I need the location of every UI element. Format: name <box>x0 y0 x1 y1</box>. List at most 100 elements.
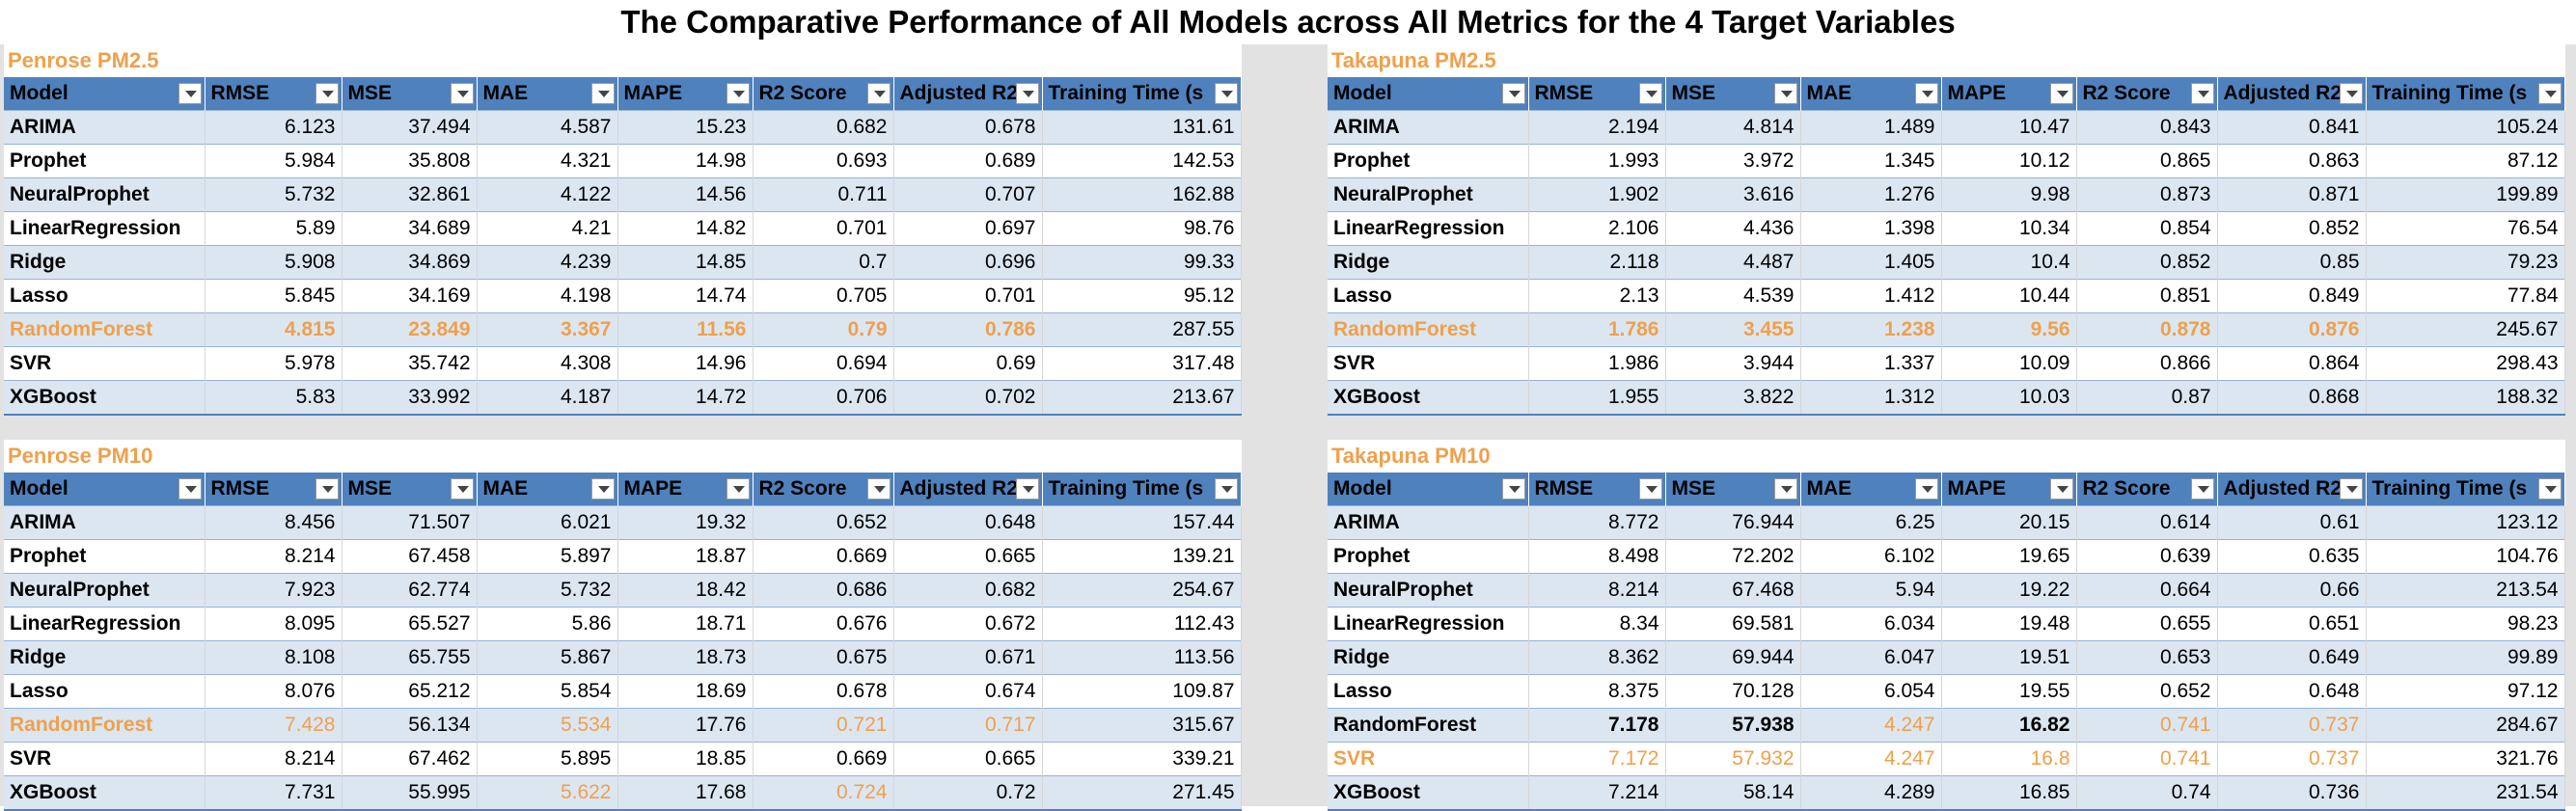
metric-value-cell: 0.737 <box>2217 742 2367 776</box>
table-row: SVR 1.986 3.944 1.337 10.09 0.866 0.864 298.43 <box>1328 346 2565 381</box>
metric-value-cell: 2.106 <box>1528 211 1666 246</box>
filter-dropdown-icon[interactable] <box>726 83 750 104</box>
metric-value-cell: 0.843 <box>2076 110 2218 145</box>
metric-value-cell: 1.902 <box>1528 177 1666 212</box>
filter-dropdown-icon[interactable] <box>315 83 339 104</box>
filter-dropdown-icon[interactable] <box>178 83 202 104</box>
column-header[interactable]: R2 Score <box>753 473 894 506</box>
column-header[interactable]: Model <box>4 77 206 111</box>
filter-dropdown-icon[interactable] <box>590 478 615 500</box>
table-row: ARIMA 2.194 4.814 1.489 10.47 0.843 0.841 105.2… <box>1328 110 2565 145</box>
metric-value-cell: 6.047 <box>1800 640 1942 675</box>
filter-dropdown-icon[interactable] <box>1638 478 1662 500</box>
column-header[interactable]: MAPE <box>617 77 754 111</box>
metric-value-cell: 4.487 <box>1665 245 1801 280</box>
filter-dropdown-icon[interactable] <box>1914 478 1938 500</box>
column-header[interactable]: Training Time (s <box>1042 473 1242 506</box>
metric-value-cell: 254.67 <box>1042 573 1242 608</box>
metric-value-cell: 8.498 <box>1528 539 1666 574</box>
column-header[interactable]: Adjusted R2 <box>893 473 1043 506</box>
column-header[interactable]: MAE <box>1800 473 1942 506</box>
metric-value-cell: 4.539 <box>1665 279 1801 313</box>
metric-value-cell: 7.178 <box>1528 708 1666 743</box>
column-header-label: Model <box>1333 82 1392 104</box>
column-header[interactable]: RMSE <box>205 77 343 111</box>
table-title: Takapuna PM10 <box>1328 440 2565 473</box>
column-header-label: Model <box>1333 477 1392 500</box>
table-title: Takapuna PM2.5 <box>1328 44 2565 77</box>
column-header[interactable]: MAPE <box>617 473 754 506</box>
filter-dropdown-icon[interactable] <box>2339 478 2363 500</box>
metric-value-cell: 4.198 <box>477 279 618 313</box>
metric-value-cell: 0.707 <box>893 177 1043 212</box>
filter-dropdown-icon[interactable] <box>866 83 891 104</box>
column-header[interactable]: MAE <box>477 473 618 506</box>
filter-dropdown-icon[interactable] <box>2339 83 2363 104</box>
filter-dropdown-icon[interactable] <box>1914 83 1938 104</box>
column-header[interactable]: MAPE <box>1941 473 2077 506</box>
metric-value-cell: 58.14 <box>1665 775 1801 811</box>
column-header[interactable]: MAPE <box>1941 77 2077 111</box>
metric-value-cell: 16.85 <box>1941 775 2077 811</box>
filter-dropdown-icon[interactable] <box>2049 83 2073 104</box>
filter-dropdown-icon[interactable] <box>1773 83 1797 104</box>
metric-value-cell: 213.67 <box>1042 380 1242 416</box>
column-header-label: Model <box>10 477 69 500</box>
column-header[interactable]: Model <box>1328 473 1529 506</box>
filter-dropdown-icon[interactable] <box>726 478 750 500</box>
column-header-label: Adjusted R2 <box>2223 477 2343 500</box>
metric-value-cell: 123.12 <box>2366 505 2565 540</box>
column-header[interactable]: Adjusted R2 <box>2217 77 2367 111</box>
column-header[interactable]: RMSE <box>1528 473 1666 506</box>
column-header[interactable]: R2 Score <box>753 77 894 111</box>
metric-value-cell: 10.44 <box>1941 279 2077 313</box>
column-header[interactable]: MSE <box>342 473 478 506</box>
filter-dropdown-icon[interactable] <box>1501 478 1525 500</box>
metric-value-cell: 19.32 <box>617 505 754 540</box>
column-header[interactable]: Model <box>1328 77 1529 111</box>
column-header[interactable]: MSE <box>1665 77 1801 111</box>
model-name-cell: LinearRegression <box>1328 607 1529 641</box>
filter-dropdown-icon[interactable] <box>1501 83 1525 104</box>
filter-dropdown-icon[interactable] <box>1015 83 1039 104</box>
filter-dropdown-icon[interactable] <box>450 478 474 500</box>
column-header[interactable]: RMSE <box>205 473 343 506</box>
column-header[interactable]: Training Time (s <box>2366 77 2565 111</box>
metric-value-cell: 3.616 <box>1665 177 1801 212</box>
metric-value-cell: 9.98 <box>1941 177 2077 212</box>
column-header[interactable]: MSE <box>1665 473 1801 506</box>
column-header[interactable]: Adjusted R2 <box>893 77 1043 111</box>
filter-dropdown-icon[interactable] <box>590 83 615 104</box>
filter-dropdown-icon[interactable] <box>1015 478 1039 500</box>
column-header[interactable]: Training Time (s <box>2366 473 2565 506</box>
column-header[interactable]: R2 Score <box>2076 77 2218 111</box>
column-header[interactable]: R2 Score <box>2076 473 2218 506</box>
column-header[interactable]: Model <box>4 473 206 506</box>
column-header[interactable]: Training Time (s <box>1042 77 1242 111</box>
column-header-label: Training Time (s <box>2371 477 2528 500</box>
metric-value-cell: 0.871 <box>2217 177 2367 212</box>
filter-dropdown-icon[interactable] <box>2537 83 2562 104</box>
filter-dropdown-icon[interactable] <box>1773 478 1797 500</box>
column-header[interactable]: RMSE <box>1528 77 1666 111</box>
column-header[interactable]: MAE <box>1800 77 1942 111</box>
filter-dropdown-icon[interactable] <box>2049 478 2073 500</box>
metric-value-cell: 7.731 <box>205 775 343 811</box>
column-header[interactable]: MSE <box>342 77 478 111</box>
column-header[interactable]: Adjusted R2 <box>2217 473 2367 506</box>
filter-dropdown-icon[interactable] <box>2190 83 2214 104</box>
model-name-cell: SVR <box>1328 742 1529 776</box>
filter-dropdown-icon[interactable] <box>1638 83 1662 104</box>
filter-dropdown-icon[interactable] <box>1214 83 1238 104</box>
filter-dropdown-icon[interactable] <box>1214 478 1238 500</box>
table-row: RandomForest 1.786 3.455 1.238 9.56 0.878 0.87… <box>1328 312 2565 347</box>
filter-dropdown-icon[interactable] <box>866 478 891 500</box>
filter-dropdown-icon[interactable] <box>315 478 339 500</box>
metric-value-cell: 19.55 <box>1941 674 2077 709</box>
column-header[interactable]: MAE <box>477 77 618 111</box>
filter-dropdown-icon[interactable] <box>2190 478 2214 500</box>
column-header-label: R2 Score <box>758 477 847 500</box>
filter-dropdown-icon[interactable] <box>178 478 202 500</box>
filter-dropdown-icon[interactable] <box>450 83 474 104</box>
filter-dropdown-icon[interactable] <box>2537 478 2562 500</box>
